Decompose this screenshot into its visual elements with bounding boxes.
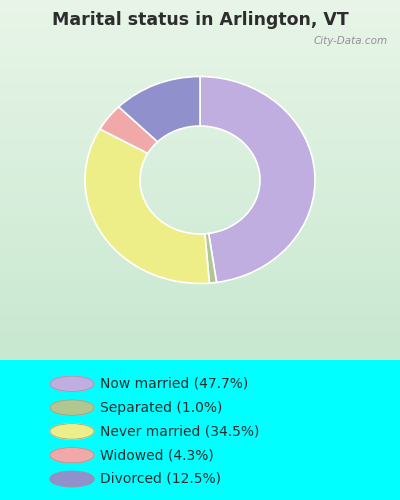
Wedge shape (200, 76, 315, 282)
Text: Now married (47.7%): Now married (47.7%) (100, 377, 248, 391)
Circle shape (50, 424, 94, 439)
Wedge shape (119, 76, 200, 142)
Wedge shape (100, 107, 158, 154)
Circle shape (50, 472, 94, 486)
Text: Never married (34.5%): Never married (34.5%) (100, 424, 259, 438)
Text: Marital status in Arlington, VT: Marital status in Arlington, VT (52, 11, 348, 29)
Wedge shape (85, 129, 209, 284)
Circle shape (50, 400, 94, 415)
Wedge shape (205, 234, 216, 283)
Circle shape (50, 376, 94, 392)
Circle shape (50, 448, 94, 463)
Text: City-Data.com: City-Data.com (314, 36, 388, 46)
Text: Widowed (4.3%): Widowed (4.3%) (100, 448, 214, 462)
Text: Divorced (12.5%): Divorced (12.5%) (100, 472, 221, 486)
Text: Separated (1.0%): Separated (1.0%) (100, 400, 222, 414)
